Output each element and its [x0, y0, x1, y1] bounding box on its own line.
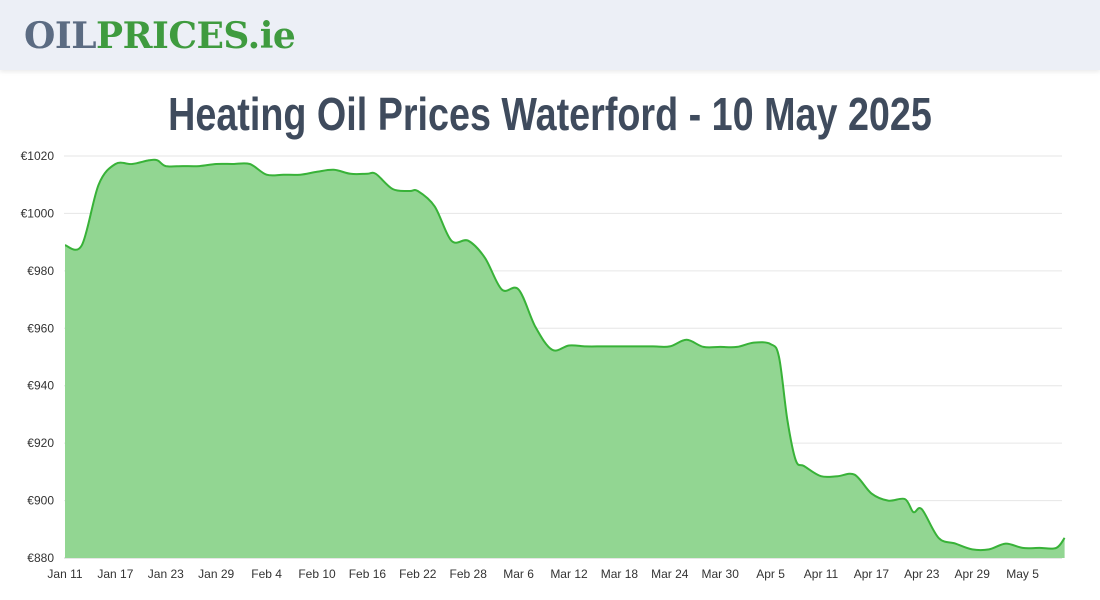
- x-tick-label: Jan 17: [97, 567, 133, 581]
- site-header: OILPRICES.ie: [0, 0, 1100, 70]
- x-tick-label: Mar 18: [601, 567, 639, 581]
- site-logo[interactable]: OILPRICES.ie: [24, 12, 296, 60]
- y-tick-label: €980: [27, 264, 54, 278]
- x-tick-label: Feb 4: [251, 567, 282, 581]
- y-tick-label: €900: [27, 494, 54, 508]
- x-tick-label: Apr 5: [756, 567, 785, 581]
- y-axis-ticks: €880 €900 €920 €940 €960 €980 €1000 €1020: [21, 149, 55, 565]
- logo-oil-text: OIL: [24, 15, 97, 57]
- x-tick-label: Feb 22: [399, 567, 437, 581]
- page-title: Heating Oil Prices Waterford - 10 May 20…: [168, 88, 932, 140]
- x-tick-label: Jan 29: [198, 567, 234, 581]
- logo-domain-text: .ie: [247, 15, 296, 57]
- x-tick-label: Apr 11: [804, 567, 839, 581]
- x-tick-label: May 5: [1006, 567, 1039, 581]
- y-tick-label: €960: [27, 321, 54, 335]
- x-tick-label: Apr 29: [955, 567, 991, 581]
- y-tick-label: €880: [27, 551, 54, 565]
- x-tick-label: Mar 12: [550, 567, 588, 581]
- x-axis-ticks: Jan 11 Jan 17 Jan 23 Jan 29 Feb 4 Feb 10 Feb 1…: [47, 567, 1039, 581]
- price-line: [64, 158, 1066, 552]
- x-tick-label: Apr 17: [854, 567, 890, 581]
- x-tick-label: Mar 30: [702, 567, 740, 581]
- y-tick-label: €920: [27, 436, 54, 450]
- area-series: [64, 158, 1066, 558]
- y-tick-label: €1000: [21, 206, 55, 220]
- x-tick-label: Feb 10: [298, 567, 336, 581]
- x-tick-label: Jan 11: [47, 567, 82, 581]
- x-tick-label: Apr 23: [904, 567, 940, 581]
- y-tick-label: €940: [27, 379, 54, 393]
- logo-prices-text: PRICES: [96, 15, 248, 57]
- price-chart: €880 €900 €920 €940 €960 €980 €1000 €1020 Jan 1…: [21, 149, 1066, 581]
- x-tick-label: Feb 28: [450, 567, 488, 581]
- area-fill: [65, 159, 1065, 558]
- x-tick-label: Jan 23: [148, 567, 184, 581]
- x-tick-label: Mar 24: [651, 567, 689, 581]
- y-tick-label: €1020: [21, 149, 55, 163]
- x-tick-label: Feb 16: [349, 567, 387, 581]
- x-tick-label: Mar 6: [503, 567, 534, 581]
